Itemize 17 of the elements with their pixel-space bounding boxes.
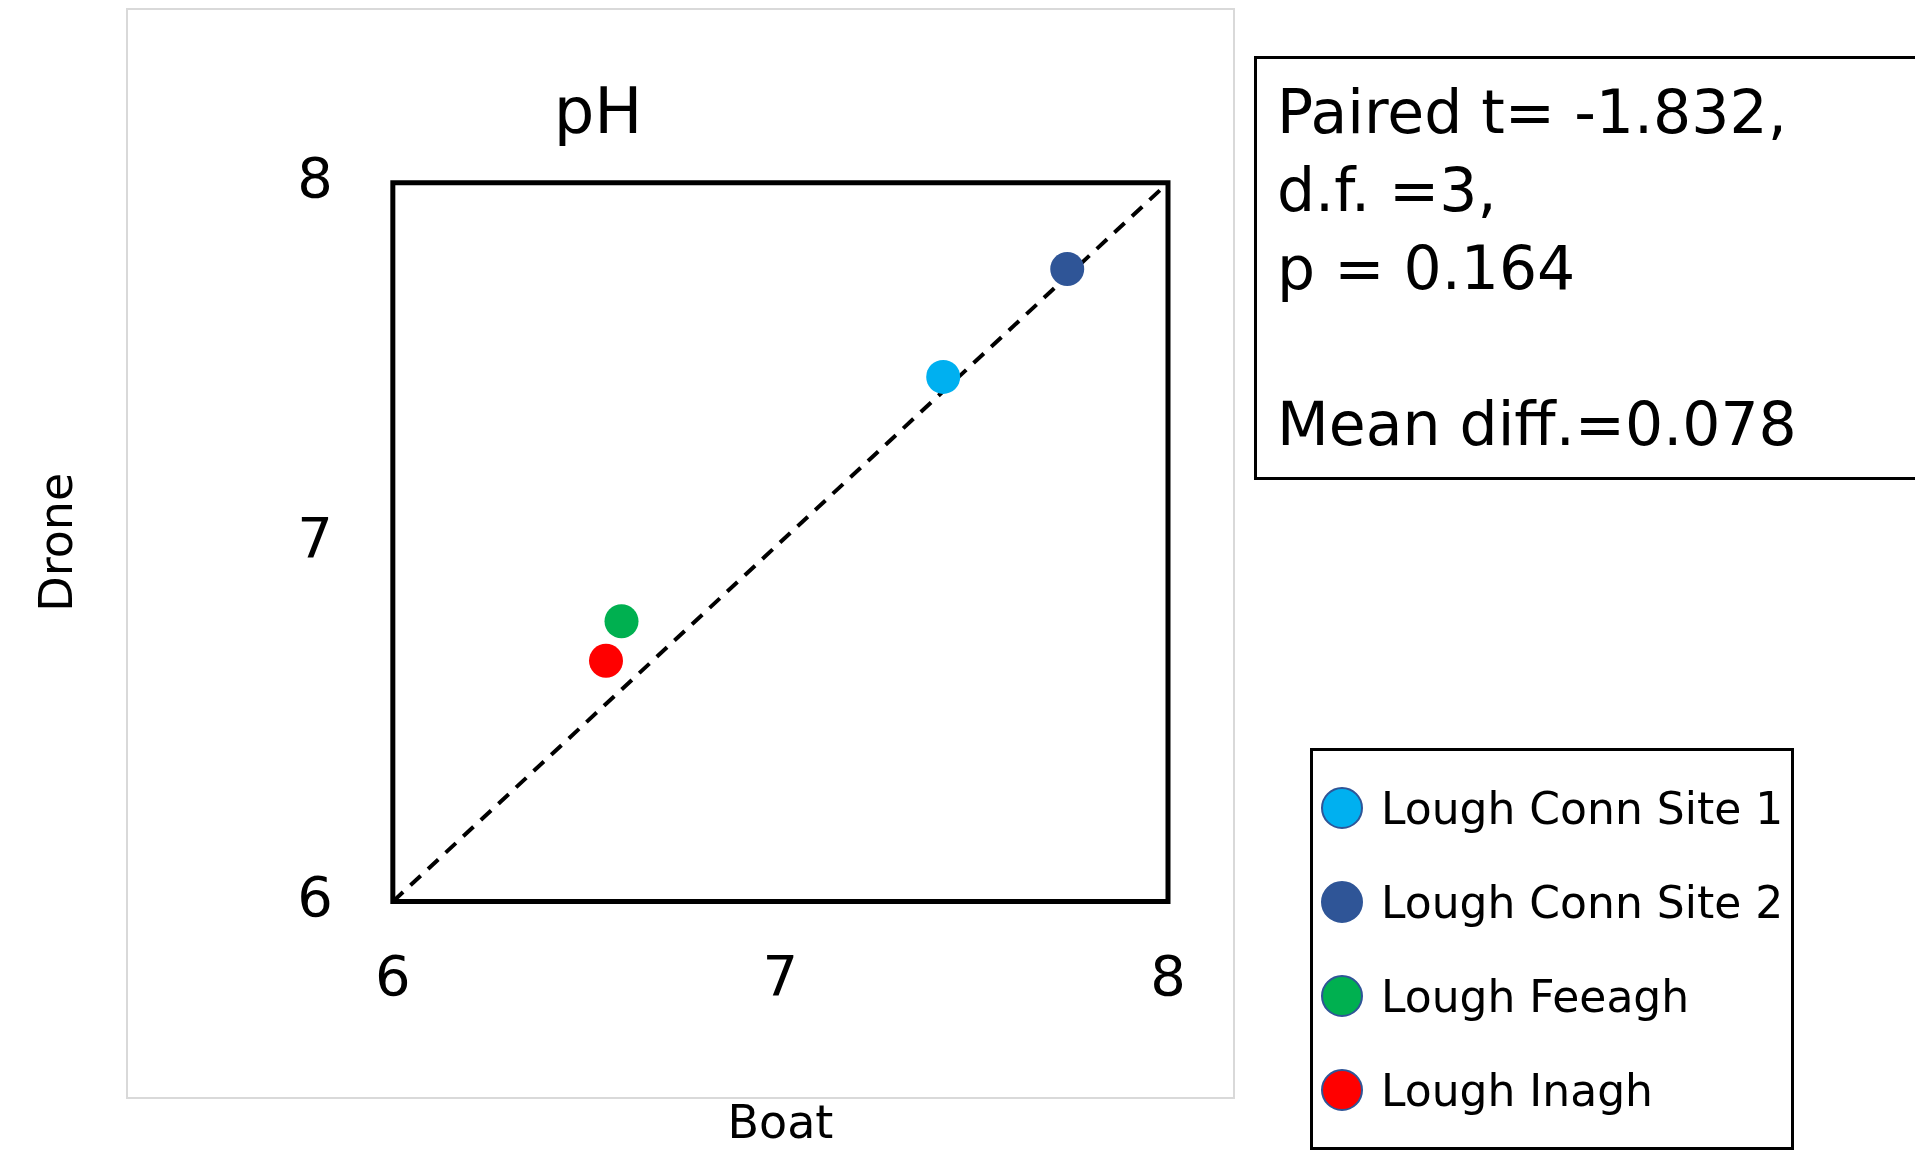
legend-label: Lough Conn Site 1 [1381,782,1784,834]
text: d.f. =3, [1277,154,1498,227]
text: Paired t= -1.832, [1277,76,1788,149]
legend-label: Lough Inagh [1381,1064,1653,1116]
y-tick-label: 6 [297,864,333,930]
x-tick-label: 8 [1150,942,1186,1008]
y-tick-label: 7 [297,504,333,570]
chart-title: pH [553,74,643,149]
text: p = 0.164 [1277,232,1577,305]
y-axis-title: Drone [28,472,83,612]
x-axis-title: Boat [727,1095,834,1150]
x-tick-label: 6 [375,942,411,1008]
x-tick-label: 7 [762,942,799,1008]
legend-label: Lough Feeagh [1381,970,1690,1022]
y-tick-label: 8 [297,145,333,211]
legend-label: Lough Conn Site 2 [1381,876,1784,928]
text: Mean diff.=0.078 [1277,388,1798,461]
